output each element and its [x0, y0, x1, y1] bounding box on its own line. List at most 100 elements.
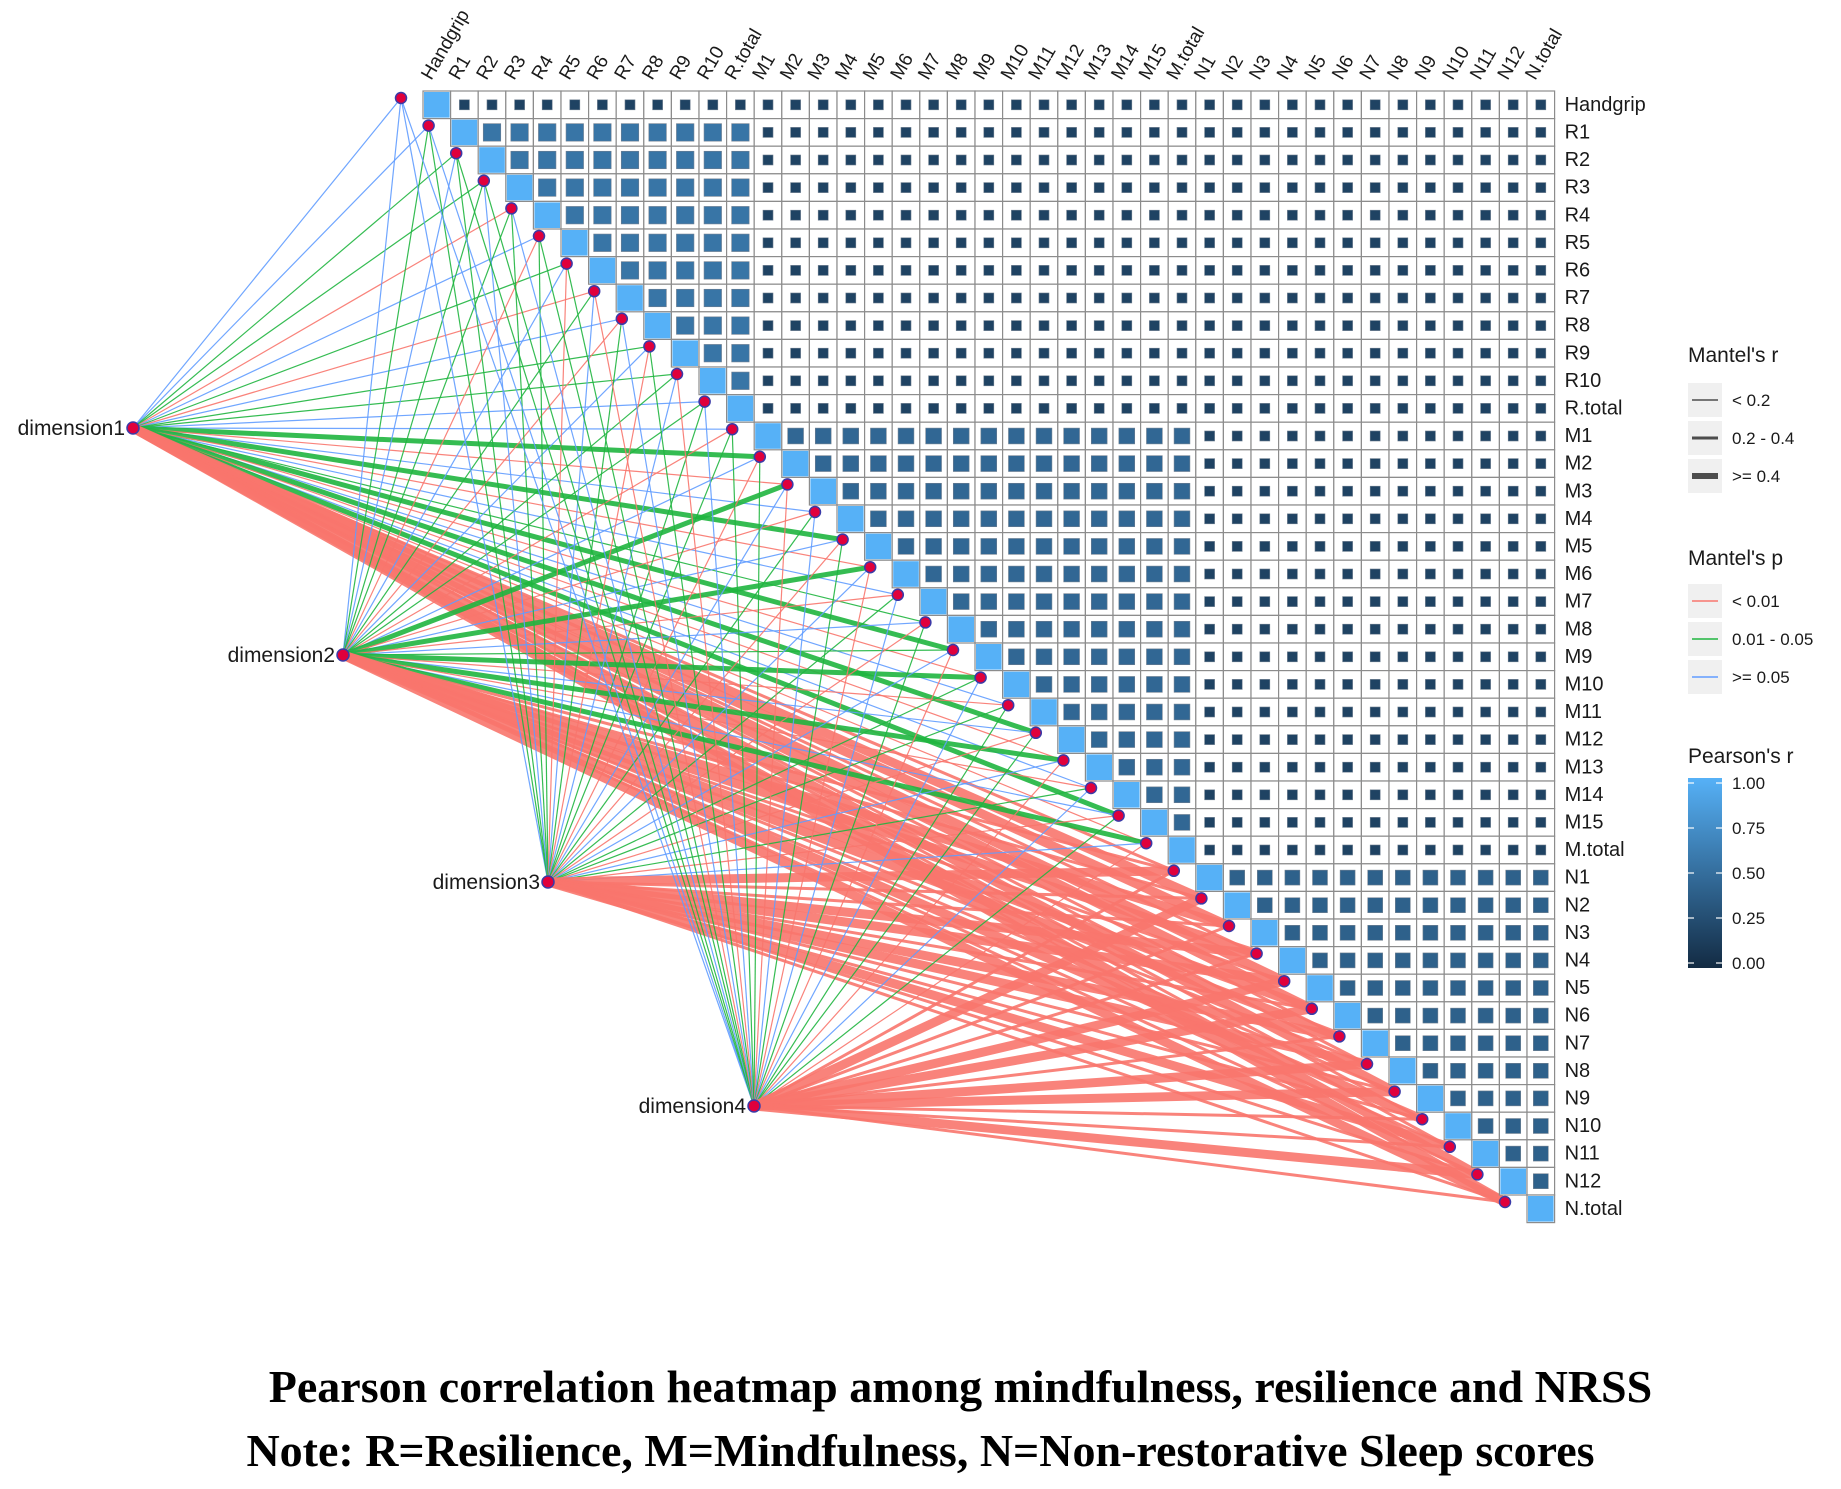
correlation-mark — [514, 99, 525, 111]
heatmap-cell — [1057, 200, 1087, 230]
variable-node — [1415, 1112, 1429, 1126]
correlation-mark — [817, 347, 829, 359]
correlation-mark — [787, 427, 804, 445]
correlation-mark — [541, 99, 553, 111]
correlation-mark — [1507, 706, 1519, 718]
row-label: M12 — [1565, 729, 1604, 751]
correlation-mark — [1066, 403, 1077, 414]
correlation-mark — [1425, 679, 1436, 690]
correlation-mark — [928, 182, 939, 193]
correlation-mark — [1397, 403, 1409, 414]
correlation-mark — [1369, 541, 1381, 552]
correlation-mark — [1066, 265, 1077, 276]
correlation-mark — [1369, 651, 1381, 663]
legend-label: >= 0.05 — [1732, 668, 1790, 687]
correlation-mark — [925, 538, 942, 555]
correlation-mark — [1452, 596, 1464, 607]
correlation-mark — [790, 182, 801, 193]
mantel-link — [566, 263, 755, 1107]
correlation-mark — [1066, 237, 1077, 249]
column-label: M10 — [997, 41, 1034, 84]
correlation-mark — [1397, 209, 1409, 221]
mantel-link — [510, 208, 549, 883]
correlation-mark — [817, 237, 829, 249]
correlation-mark — [762, 237, 774, 249]
correlation-mark — [955, 209, 967, 221]
correlation-mark — [1314, 844, 1326, 856]
heatmap-cell — [1277, 145, 1307, 175]
correlation-mark — [1259, 679, 1271, 690]
correlation-mark — [1231, 789, 1243, 801]
correlation-mark — [1450, 952, 1466, 969]
correlation-mark — [1422, 925, 1439, 941]
column-label: M12 — [1052, 41, 1089, 84]
column-label: N9 — [1411, 52, 1441, 84]
heatmap-cell — [1526, 421, 1556, 451]
correlation-mark — [955, 154, 967, 166]
variable-node — [946, 643, 960, 657]
correlation-mark — [1231, 265, 1243, 276]
correlation-mark — [1173, 482, 1191, 500]
mantel-link — [132, 97, 402, 429]
correlation-mark — [1342, 182, 1353, 193]
correlation-mark — [1204, 347, 1215, 359]
correlation-mark — [897, 427, 915, 445]
correlation-mark — [1090, 538, 1108, 555]
correlation-mark — [1093, 127, 1105, 138]
correlation-mark — [1011, 99, 1022, 111]
correlation-mark — [565, 123, 584, 142]
correlation-mark — [900, 99, 912, 111]
row-label: R7 — [1565, 287, 1591, 309]
correlation-mark — [1259, 651, 1271, 663]
mantel-link — [547, 842, 1147, 883]
mantel-link — [547, 456, 761, 883]
caption-note: Note: R=Resilience, M=Mindfulness, N=Non… — [246, 1425, 1595, 1476]
correlation-mark — [1063, 676, 1080, 693]
correlation-mark — [873, 320, 884, 331]
correlation-mark — [1452, 844, 1464, 856]
correlation-mark — [1231, 99, 1243, 111]
correlation-mark — [1452, 347, 1464, 359]
correlation-mark — [731, 150, 750, 170]
mantel-link — [342, 482, 789, 658]
correlation-mark — [1173, 565, 1191, 583]
correlation-mark — [1314, 182, 1326, 193]
row-label: N2 — [1565, 894, 1591, 916]
correlation-mark — [1472, 1140, 1499, 1167]
mantel-link — [547, 880, 1395, 1094]
correlation-mark — [1477, 1007, 1494, 1024]
correlation-mark — [1063, 538, 1080, 555]
column-label: R3 — [500, 52, 530, 84]
mantel-link — [428, 125, 755, 1107]
correlation-mark — [1093, 265, 1105, 276]
correlation-mark — [762, 292, 774, 304]
heatmap-cell — [1084, 669, 1114, 699]
correlation-mark — [1450, 1090, 1466, 1107]
mantel-link — [547, 401, 706, 883]
correlation-mark — [593, 150, 612, 170]
correlation-mark — [1204, 789, 1215, 801]
correlation-mark — [1008, 510, 1025, 528]
mantel-link — [132, 373, 678, 429]
mantel-link — [753, 1104, 1506, 1204]
correlation-mark — [1035, 482, 1053, 500]
variable-node — [422, 119, 435, 132]
correlation-mark — [1259, 734, 1271, 745]
heatmap-cell — [1388, 807, 1418, 837]
correlation-mark — [1397, 706, 1409, 718]
heatmap-cell — [1001, 531, 1031, 561]
correlation-mark — [1425, 375, 1436, 387]
correlation-mark — [790, 127, 801, 138]
correlation-mark — [1093, 99, 1105, 111]
correlation-mark — [1535, 182, 1547, 193]
mantel-link — [400, 97, 549, 883]
correlation-mark — [1342, 651, 1353, 663]
mantel-link — [753, 649, 954, 1107]
correlation-mark — [1480, 127, 1491, 138]
correlation-mark — [1369, 844, 1381, 856]
variable-node — [394, 91, 408, 105]
correlation-mark — [648, 261, 667, 280]
correlation-mark — [1425, 789, 1436, 801]
correlation-mark — [1284, 869, 1301, 886]
correlation-mark — [1507, 817, 1519, 828]
